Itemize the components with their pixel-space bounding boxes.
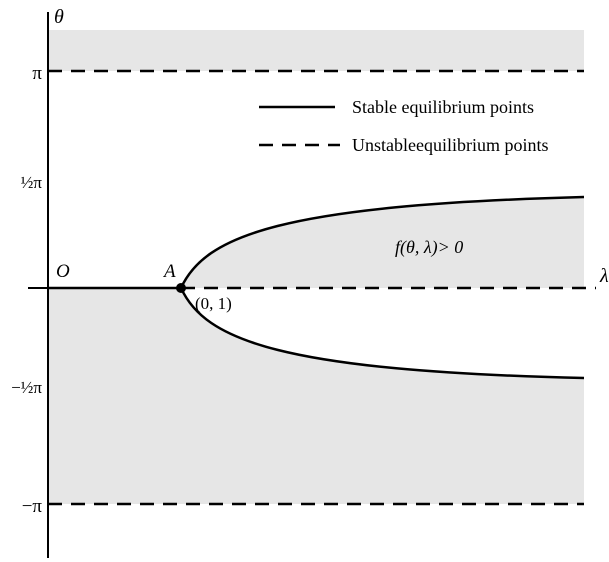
stable-curve-lower: [179, 287, 585, 380]
legend-label-unstable: Unstableequilibrium points: [352, 135, 548, 155]
origin-label: O: [56, 261, 70, 282]
lambda-axis-label: λ: [599, 265, 609, 287]
point-a-label: A: [162, 261, 176, 282]
legend: Stable equilibrium points Unstableequili…: [259, 97, 548, 155]
region-label: f(θ, λ)> 0: [395, 237, 463, 258]
bifurcation-point-a: [176, 283, 186, 293]
shaded-region-lower: [48, 288, 584, 504]
tick-label-pi: π: [32, 63, 42, 84]
tick-label-neg-half-pi: −½π: [11, 378, 42, 397]
tick-label-neg-pi: −π: [22, 496, 43, 517]
theta-axis-label: θ: [54, 6, 64, 28]
legend-label-stable: Stable equilibrium points: [352, 97, 534, 117]
shaded-region-upper-parabola: [181, 197, 584, 288]
shaded-region-top: [48, 30, 584, 71]
tick-label-half-pi: ½π: [21, 173, 43, 192]
stable-curve-upper: [179, 195, 585, 289]
point-a-coord-label: (0, 1): [195, 294, 232, 313]
